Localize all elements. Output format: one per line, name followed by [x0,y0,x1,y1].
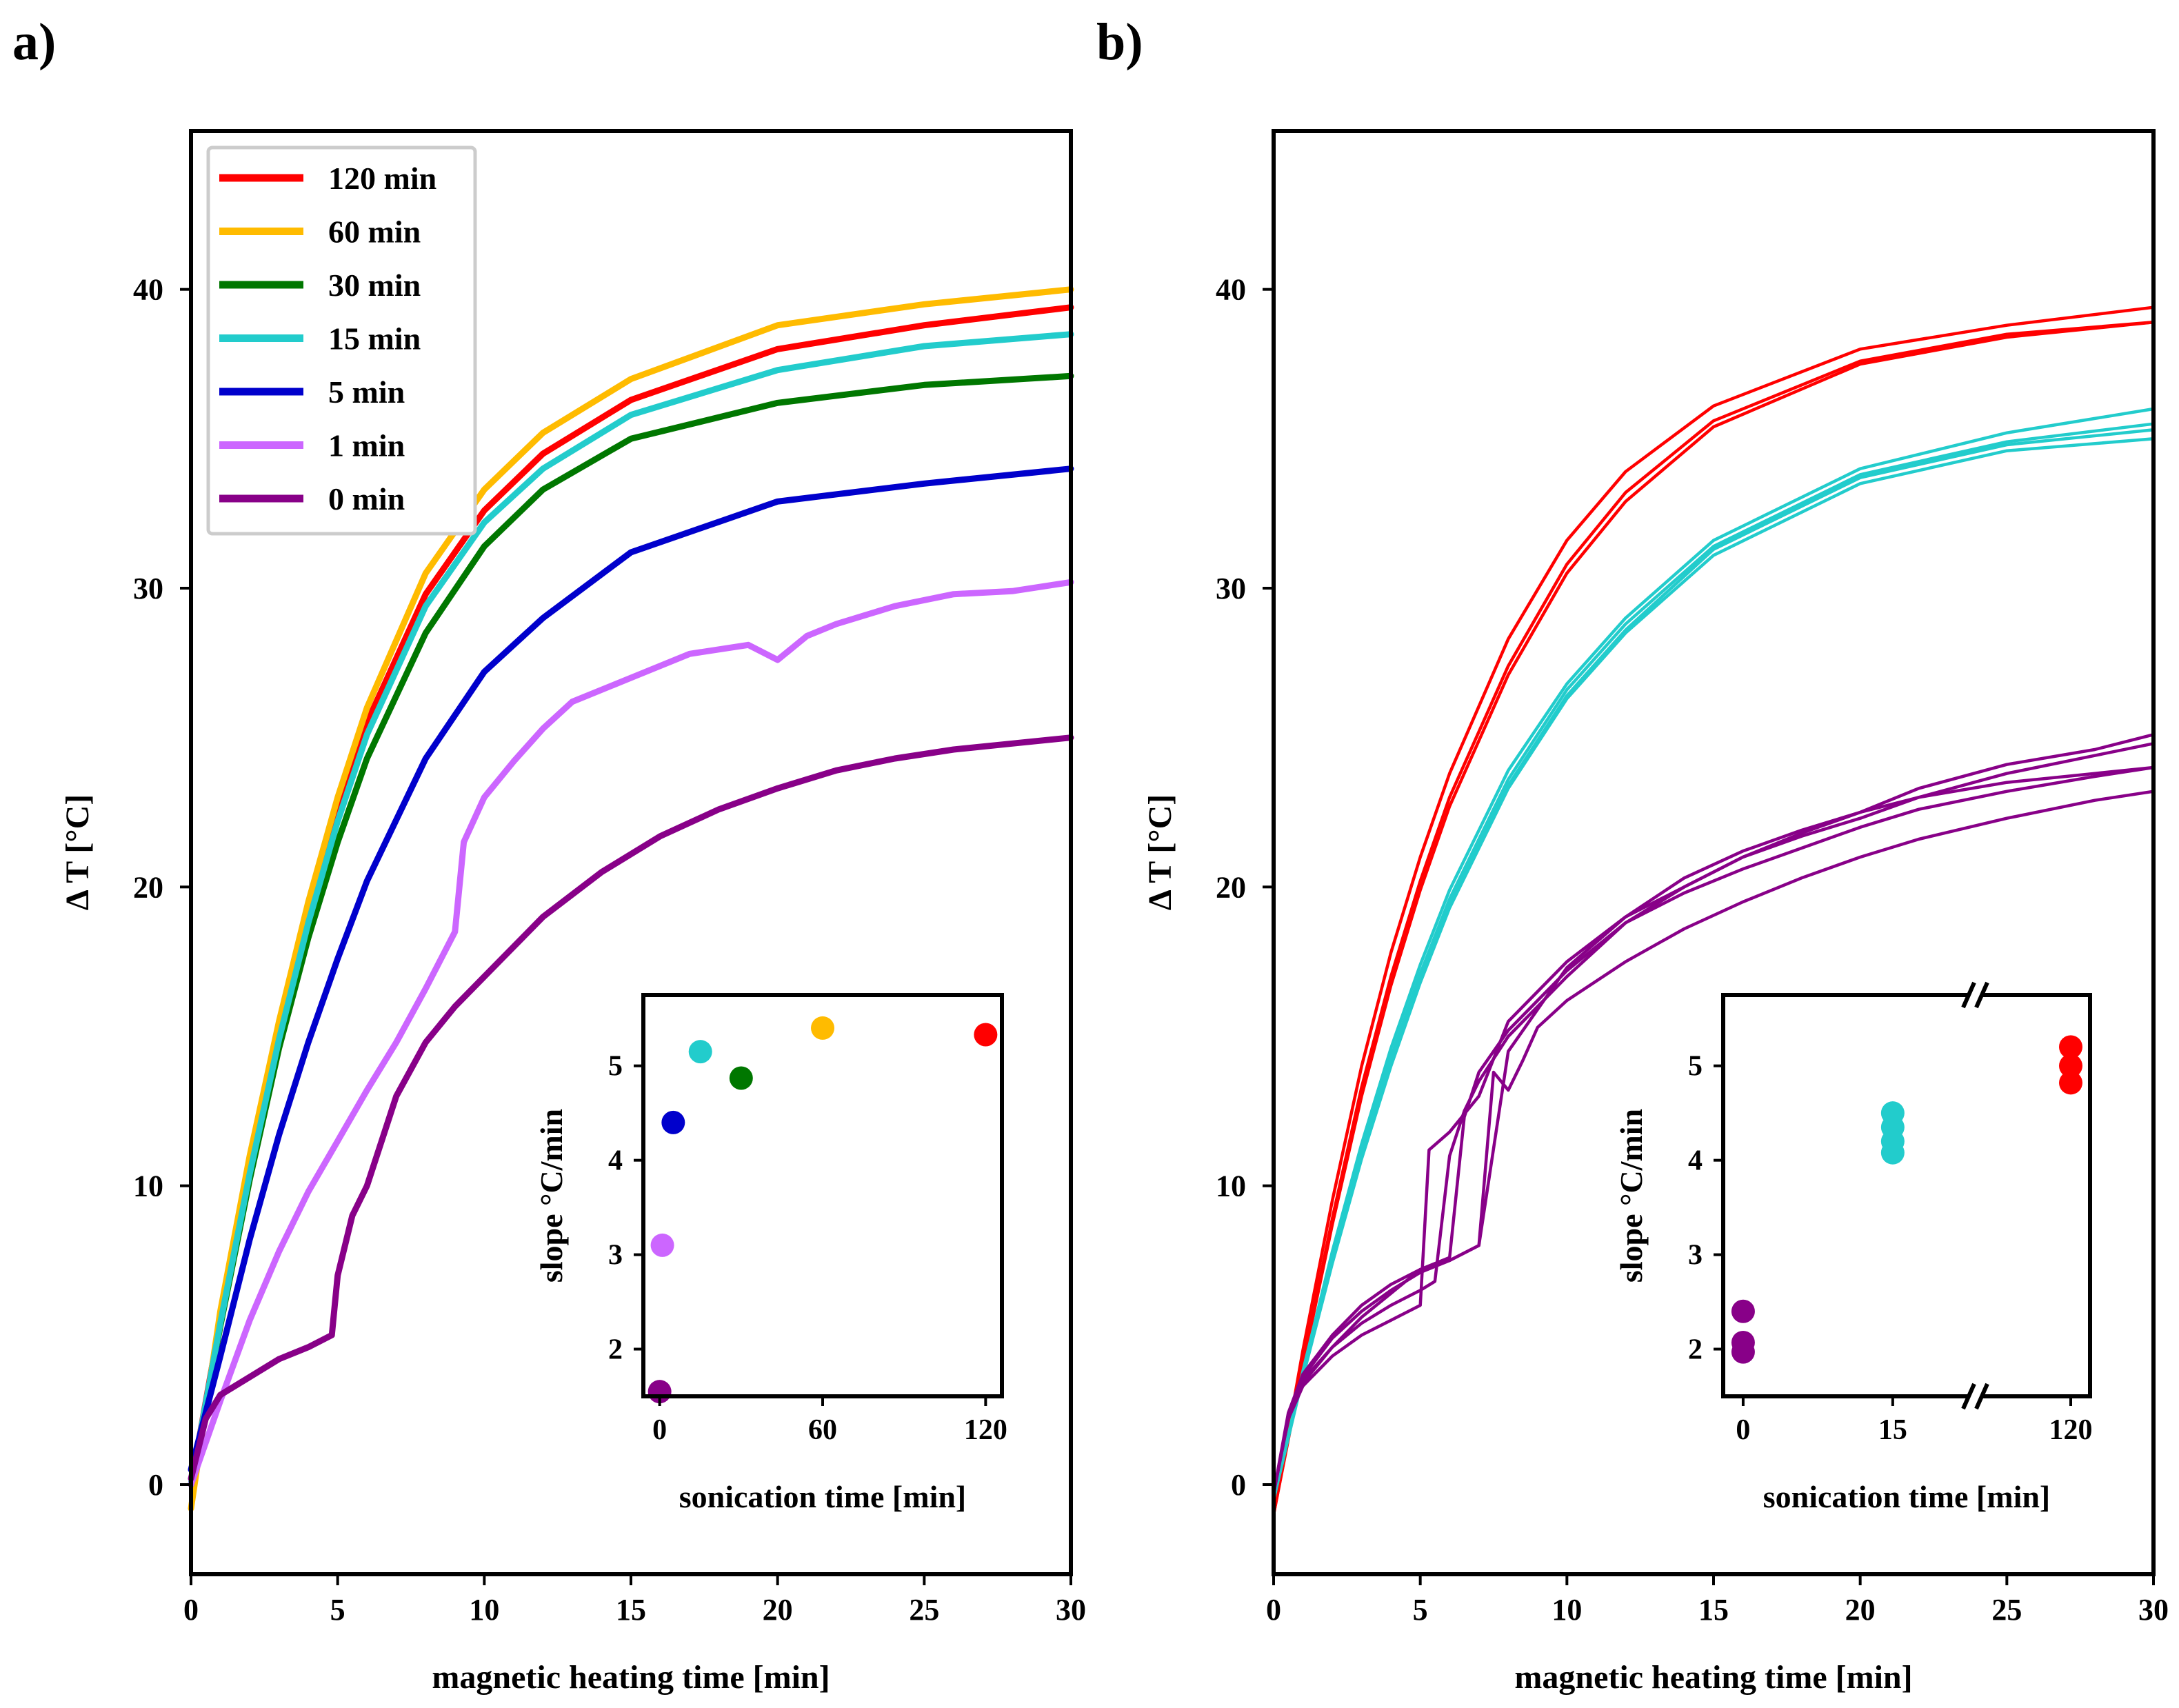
axis-break-mark [1961,981,1976,1009]
panel-a-xlabel: magnetic heating time [min] [432,1659,830,1696]
inset-data-point [650,1233,674,1257]
legend-label: 30 min [328,268,421,303]
y-tick-label: 20 [1216,870,1246,904]
series-line-0-min-run-2 [1272,733,2156,1496]
inset-data-point [1880,1141,1905,1165]
x-tick-label: 5 [1413,1593,1428,1627]
y-tick-label: 10 [1216,1169,1246,1203]
axis-break-mark [1974,1383,1989,1410]
series-line-15-min [188,331,1074,1488]
y-tick-label: 30 [133,572,163,605]
inset-y-tick-label: 2 [608,1334,623,1366]
inset-data-point [2059,1054,2082,1078]
inset-x-tick-label: 0 [1736,1414,1750,1446]
panel-b-ylabel: Δ T [°C] [1142,794,1178,910]
x-tick-label: 15 [616,1593,646,1627]
series-line-0-min-run-3 [1272,765,2156,1496]
panel-a-label: a) [12,13,56,71]
legend-label: 0 min [328,481,405,516]
series-line-1-min [188,579,1074,1488]
inset-data-point [2059,1071,2082,1095]
panel-a-legend: 120 min 60 min 30 min 15 min 5 min 1 min 0 min [206,145,477,536]
inset-data-point [2059,1035,2082,1059]
panel-b-inset-xlabel: sonication time [min] [1763,1479,2051,1514]
series-line-15-min-run-1 [1272,407,2156,1501]
series-line-15-min-run-4 [1272,428,2156,1501]
legend-box [206,145,477,536]
x-tick-label: 25 [1991,1593,2022,1627]
inset-y-tick-label: 5 [1688,1051,1703,1083]
inset-data-point [1731,1340,1755,1364]
y-tick-label: 0 [148,1468,163,1502]
inset-y-tick-label: 3 [1688,1240,1703,1272]
x-tick-label: 0 [183,1593,199,1627]
inset-y-tick-label: 4 [608,1145,623,1177]
legend-label: 60 min [328,214,421,250]
x-tick-label: 15 [1698,1593,1729,1627]
legend-label: 15 min [328,321,421,356]
axis-break-mark [1961,1383,1976,1410]
inset-data-point [729,1066,753,1090]
x-tick-label: 10 [1552,1593,1582,1627]
inset-y-tick-label: 5 [608,1051,623,1083]
panel-a-inset-ylabel: slope °C/min [534,1109,569,1283]
y-tick-label: 40 [1216,273,1246,307]
inset-data-point [688,1040,712,1064]
inset-data-point [1731,1299,1755,1323]
x-tick-label: 10 [469,1593,499,1627]
y-tick-label: 30 [1216,572,1246,605]
series-line-0-min-run-4 [1272,790,2156,1496]
series-line-0-min-run-5 [1272,765,2156,1496]
inset-y-tick-label: 2 [1688,1334,1703,1366]
y-tick-label: 10 [133,1169,163,1203]
y-tick-label: 0 [1231,1468,1246,1502]
y-tick-label: 40 [133,273,163,307]
inset-x-tick-label: 120 [2049,1414,2093,1446]
x-tick-label: 5 [330,1593,345,1627]
panel-b-inset: 0 15 120 2 3 4 5 sonication time [min] slope °… [1614,981,2093,1514]
inset-y-tick-label: 4 [1688,1145,1703,1177]
series-line-120-min-run-3 [1272,321,2156,1516]
legend-label: 120 min [328,161,436,196]
axis-break-mark [1974,981,1989,1009]
series-line-60-min [188,286,1074,1512]
y-tick-label: 20 [133,870,163,904]
x-tick-label: 20 [1845,1593,1876,1627]
inset-data-point [811,1016,834,1040]
series-line-5-min [188,465,1074,1473]
x-tick-label: 30 [2138,1593,2169,1627]
inset-data-point [661,1110,685,1134]
panel-a-inset-xlabel: sonication time [min] [679,1479,967,1514]
panel-b-inset-frame [1721,981,2092,1410]
legend-label: 1 min [328,428,405,463]
x-tick-label: 0 [1266,1593,1281,1627]
panel-b-inset-ylabel: slope °C/min [1614,1109,1649,1283]
panel-b-xlabel: magnetic heating time [min] [1514,1659,1912,1696]
inset-frame-left [1721,993,1969,1398]
inset-x-tick-label: 60 [808,1414,837,1446]
panel-a-inset: 0 60 120 2 3 4 5 sonication time [min] slope °… [534,993,1007,1514]
inset-y-tick-label: 3 [608,1240,623,1272]
x-tick-label: 20 [763,1593,793,1627]
inset-x-tick-label: 120 [964,1414,1007,1446]
inset-frame-right [1982,993,2092,1398]
series-line-0-min-run-1 [1272,742,2156,1496]
panel-b-label: b) [1096,13,1143,71]
inset-x-tick-label: 0 [652,1414,667,1446]
panel-a-ylabel: Δ T [°C] [59,794,96,910]
x-tick-label: 30 [1056,1593,1086,1627]
series-line-0-min [188,734,1074,1482]
x-tick-label: 25 [909,1593,939,1627]
inset-x-tick-label: 15 [1878,1414,1907,1446]
legend-label: 5 min [328,374,405,410]
series-line-120-min-run-1 [1272,305,2156,1516]
inset-data-point [974,1023,998,1047]
